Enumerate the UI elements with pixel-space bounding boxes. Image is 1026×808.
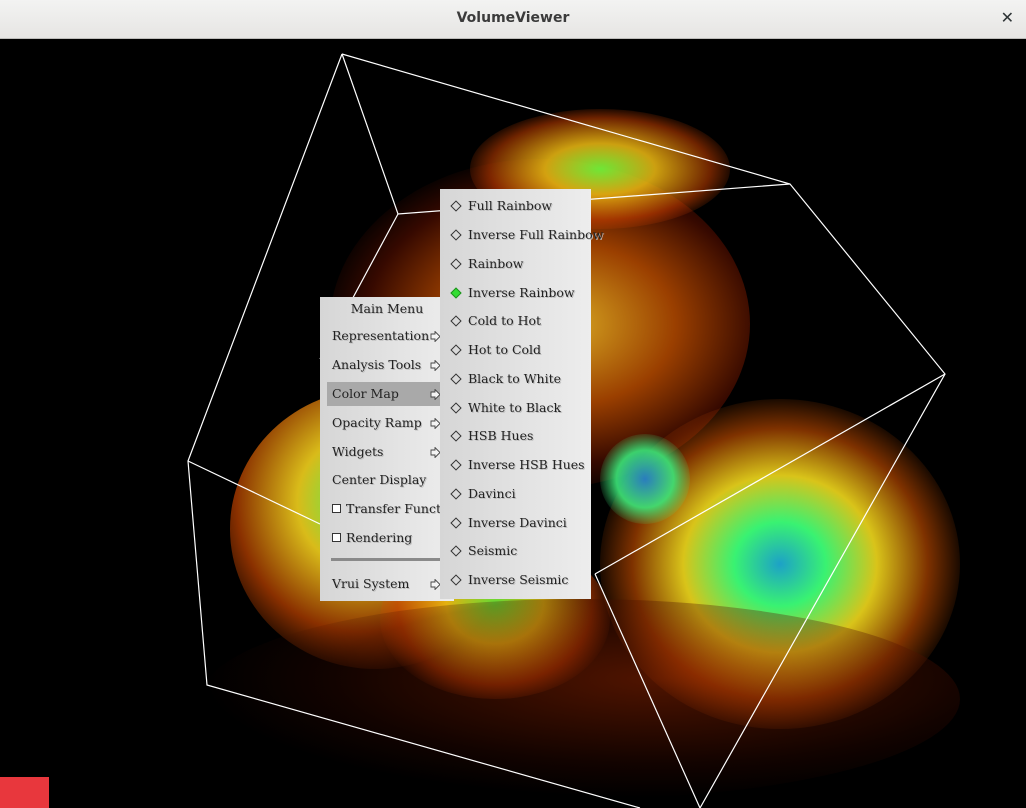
radio-icon — [450, 343, 462, 356]
main-menu: Main Menu Representation Analysis Tools … — [320, 297, 454, 601]
submenu-arrow-icon — [430, 447, 441, 458]
submenu-arrow-icon — [430, 331, 441, 342]
color-map-label: Davinci — [468, 486, 516, 501]
volume-blob — [200, 599, 960, 799]
color-map-item[interactable]: Inverse Rainbow — [450, 281, 575, 305]
window-title: VolumeViewer — [456, 10, 570, 26]
radio-icon — [450, 257, 462, 270]
color-map-label: Cold to Hot — [468, 313, 542, 328]
color-map-label: Hot to Cold — [468, 342, 542, 357]
menu-item-label: Representation — [332, 328, 430, 343]
color-map-label: Inverse Davinci — [468, 515, 567, 530]
menu-item-label: Rendering — [346, 530, 413, 545]
close-icon[interactable]: ✕ — [1000, 8, 1014, 27]
radio-icon — [450, 429, 462, 442]
menu-item-vrui-system[interactable]: Vrui System — [320, 572, 454, 596]
radio-icon — [450, 544, 462, 557]
menu-item-label: Opacity Ramp — [332, 415, 422, 430]
volume-blob — [600, 434, 690, 524]
menu-item-label: Widgets — [332, 444, 384, 459]
color-map-label: Inverse Rainbow — [468, 285, 575, 300]
color-map-label: Inverse Full Rainbow — [468, 227, 604, 242]
menu-item-rendering[interactable]: Rendering — [320, 526, 454, 550]
color-map-label: Full Rainbow — [468, 198, 553, 213]
color-map-label: Rainbow — [468, 256, 524, 271]
main-menu-title: Main Menu — [350, 301, 424, 316]
radio-icon — [450, 199, 462, 212]
color-map-item[interactable]: Inverse Davinci — [450, 511, 567, 535]
menu-item-opacity-ramp[interactable]: Opacity Ramp — [320, 411, 454, 435]
rendering-toggle: Rendering — [332, 526, 412, 550]
radio-icon — [450, 228, 462, 241]
menu-item-label: Analysis Tools — [332, 357, 422, 372]
radio-icon — [450, 487, 462, 500]
status-square — [0, 777, 49, 808]
menu-item-transfer-functions[interactable]: Transfer Functions — [320, 497, 454, 521]
color-map-item[interactable]: Inverse HSB Hues — [450, 453, 585, 477]
color-map-item[interactable]: Black to White — [450, 367, 562, 391]
color-map-label: Inverse Seismic — [468, 572, 569, 587]
menu-item-label: Vrui System — [332, 576, 410, 591]
color-map-item[interactable]: Seismic — [450, 539, 518, 563]
color-map-item[interactable]: Cold to Hot — [450, 309, 542, 333]
submenu-arrow-icon — [430, 418, 441, 429]
bounding-box — [187, 53, 946, 808]
volume-viewport[interactable]: Main Menu Representation Analysis Tools … — [0, 39, 1026, 808]
submenu-arrow-icon — [430, 579, 441, 590]
menu-item-color-map[interactable]: Color Map — [327, 382, 447, 406]
color-map-label: White to Black — [468, 400, 562, 415]
color-map-item[interactable]: White to Black — [450, 396, 562, 420]
checkbox-icon — [332, 504, 341, 513]
color-map-label: Seismic — [468, 543, 518, 558]
color-map-menu: Full Rainbow Inverse Full Rainbow Rainbo… — [440, 189, 603, 599]
submenu-arrow-icon — [430, 360, 441, 371]
radio-icon — [450, 458, 462, 471]
radio-icon — [450, 573, 462, 586]
radio-icon — [450, 314, 462, 327]
menu-item-widgets[interactable]: Widgets — [320, 440, 454, 464]
menu-item-representation[interactable]: Representation — [320, 324, 454, 348]
checkbox-icon — [332, 533, 341, 542]
color-map-label: Inverse HSB Hues — [468, 457, 585, 472]
radio-selected-icon — [450, 286, 462, 299]
menu-item-analysis-tools[interactable]: Analysis Tools — [320, 353, 454, 377]
color-map-item[interactable]: Full Rainbow — [450, 194, 553, 218]
transfer-functions-toggle: Transfer Functions — [332, 497, 454, 521]
submenu-arrow-icon — [430, 389, 441, 400]
color-map-item[interactable]: Davinci — [450, 482, 516, 506]
color-map-item[interactable]: HSB Hues — [450, 424, 534, 448]
menu-item-label: Center Display — [332, 472, 427, 487]
radio-icon — [450, 516, 462, 529]
color-map-item[interactable]: Inverse Full Rainbow — [450, 223, 604, 247]
menu-separator — [331, 558, 443, 561]
color-map-label: HSB Hues — [468, 428, 534, 443]
menu-item-label: Transfer Functions — [346, 501, 454, 516]
menu-item-center-display[interactable]: Center Display — [320, 468, 454, 492]
menu-item-label: Color Map — [332, 386, 399, 401]
radio-icon — [450, 401, 462, 414]
color-map-item[interactable]: Rainbow — [450, 252, 524, 276]
color-map-label: Black to White — [468, 371, 562, 386]
window-titlebar[interactable]: VolumeViewer ✕ — [0, 0, 1026, 39]
color-map-item[interactable]: Hot to Cold — [450, 338, 542, 362]
color-map-item[interactable]: Inverse Seismic — [450, 568, 569, 592]
radio-icon — [450, 372, 462, 385]
